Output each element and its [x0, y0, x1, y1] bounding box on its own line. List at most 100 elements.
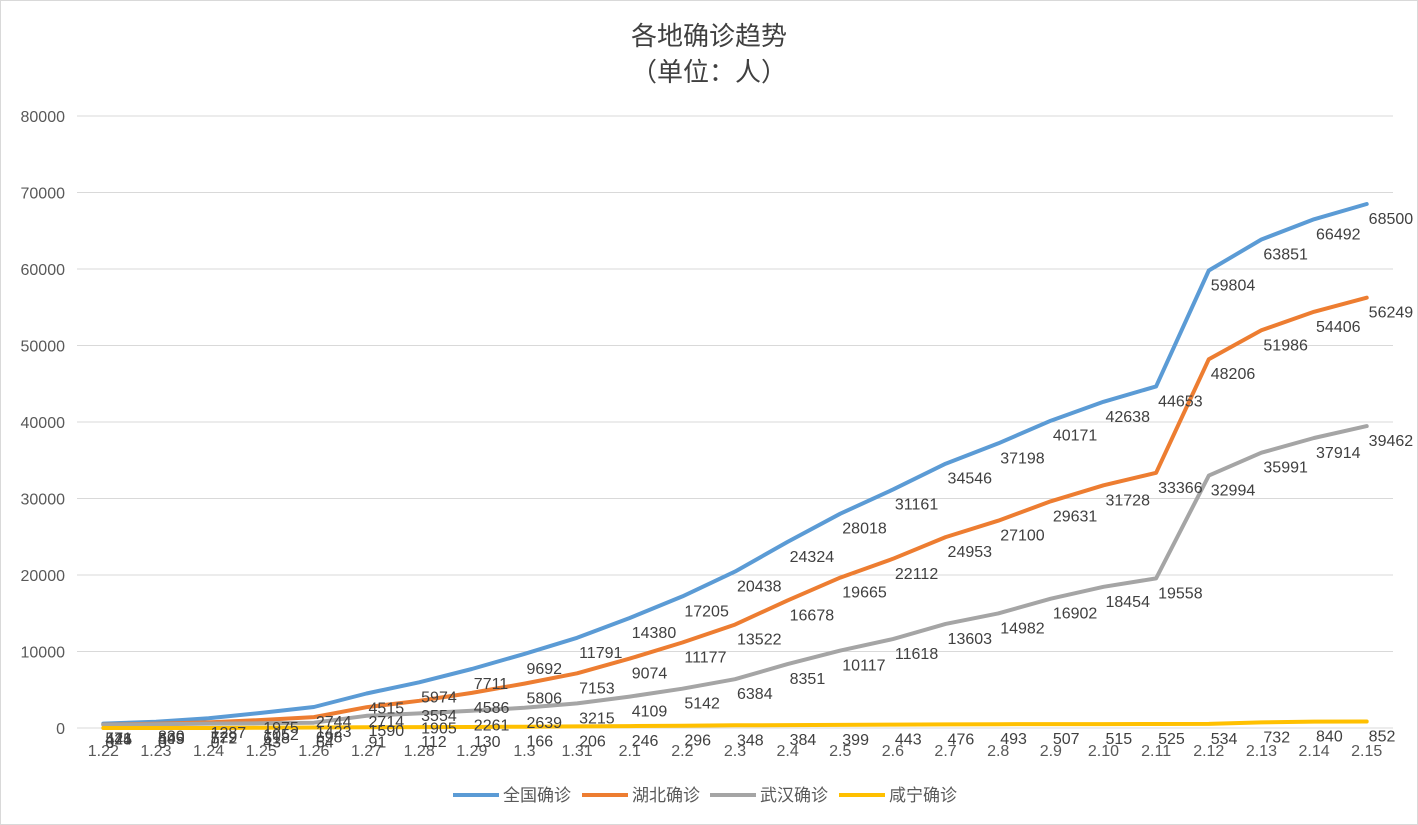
- x-tick-label: 2.8: [987, 743, 1009, 760]
- y-tick-label: 80000: [21, 109, 66, 126]
- data-label: 6384: [737, 686, 773, 703]
- x-tick-label: 2.2: [671, 743, 693, 760]
- data-label: 19558: [1158, 585, 1203, 602]
- x-tick-label: 2.14: [1298, 743, 1329, 760]
- data-label: 476: [948, 731, 975, 748]
- data-label: 9692: [526, 661, 562, 678]
- data-label: 7153: [579, 680, 615, 697]
- data-label: 5806: [526, 691, 562, 708]
- data-label: 29631: [1053, 508, 1098, 525]
- x-tick-label: 2.7: [934, 743, 956, 760]
- x-tick-label: 1.28: [404, 743, 435, 760]
- data-label: 572: [211, 731, 238, 748]
- data-label: 0: [158, 735, 167, 752]
- x-tick-label: 2.6: [882, 743, 904, 760]
- data-label: 31161: [895, 497, 938, 514]
- data-label: 14982: [1000, 620, 1045, 637]
- y-tick-label: 20000: [21, 568, 66, 585]
- data-label: 54406: [1316, 319, 1361, 336]
- data-label: 348: [737, 732, 764, 749]
- data-label: 2261: [474, 718, 510, 735]
- x-tick-label: 2.3: [724, 743, 746, 760]
- data-label: 16902: [1053, 606, 1098, 623]
- data-label: 495: [158, 731, 185, 748]
- y-tick-label: 30000: [21, 492, 66, 509]
- data-label: 37198: [1000, 450, 1045, 467]
- data-label: 5974: [421, 689, 457, 706]
- data-label: 840: [1316, 729, 1343, 746]
- x-tick-label: 1.26: [298, 743, 329, 760]
- x-axis-ticks: 1.22 1.23 1.24 1.25 1.26 1.27 1.28 1.29 1.3 1.31 2…: [88, 743, 1383, 760]
- data-label: 4586: [474, 700, 510, 717]
- x-tick-label: 1.22: [88, 743, 119, 760]
- chart-subtitle: （单位：人）: [631, 58, 787, 88]
- series-line-1: [101, 295, 1369, 727]
- y-tick-label: 70000: [21, 186, 66, 203]
- data-label: 852: [1369, 728, 1396, 745]
- data-label: 1975: [263, 720, 299, 737]
- x-tick-label: 2.4: [777, 743, 799, 760]
- gridlines: [77, 115, 1393, 729]
- data-label: 32994: [1211, 483, 1256, 500]
- data-label: 206: [579, 733, 606, 750]
- data-label: 17205: [684, 603, 729, 620]
- x-tick-label: 1.27: [351, 743, 382, 760]
- data-label: 0: [105, 735, 114, 752]
- data-label: 4515: [369, 700, 405, 717]
- data-label: 19665: [842, 585, 887, 602]
- x-tick-label: 1.29: [456, 743, 487, 760]
- data-label: 507: [1053, 731, 1080, 748]
- data-label: 1590: [369, 723, 405, 740]
- data-label: 618: [263, 730, 290, 747]
- y-tick-label: 40000: [21, 415, 66, 432]
- data-label: 399: [842, 732, 869, 749]
- data-label: 37914: [1316, 445, 1361, 462]
- data-label: 112: [421, 734, 447, 751]
- data-label: 11618: [895, 646, 938, 663]
- data-label: 56249: [1369, 305, 1414, 322]
- data-label: 444: [105, 732, 132, 749]
- x-tick-label: 1.23: [140, 743, 171, 760]
- legend: 全国确诊 湖北确诊 武汉确诊 咸宁确诊: [453, 786, 957, 806]
- data-label: 14380: [632, 625, 677, 642]
- data-label: 534: [1211, 731, 1238, 748]
- data-label: 515: [1105, 731, 1132, 748]
- y-tick-label: 50000: [21, 339, 66, 356]
- series-line-2: [101, 424, 1369, 727]
- data-label: 8351: [790, 671, 826, 688]
- x-tick-label: 2.10: [1088, 743, 1119, 760]
- data-label: 246: [632, 733, 659, 750]
- data-label: 425: [105, 732, 132, 749]
- data-label: 571: [105, 731, 132, 748]
- data-label: 44653: [1158, 393, 1203, 410]
- x-tick-label: 2.1: [619, 743, 641, 760]
- data-label: 68500: [1369, 211, 1414, 228]
- data-label: 64: [316, 735, 334, 752]
- data-label: 35991: [1263, 460, 1308, 477]
- data-label: 3554: [421, 708, 457, 725]
- data-label: 1287: [211, 725, 247, 742]
- data-label: 43: [263, 735, 281, 752]
- data-label: 2714: [369, 714, 405, 731]
- series-line-3: [101, 719, 1369, 730]
- data-label: 7711: [474, 676, 509, 693]
- data-label: 384: [790, 732, 817, 749]
- data-label: 5142: [684, 696, 720, 713]
- x-tick-label: 2.15: [1351, 743, 1382, 760]
- data-label: 4109: [632, 704, 668, 721]
- x-tick-label: 1.25: [246, 743, 277, 760]
- y-tick-label: 10000: [21, 645, 66, 662]
- data-label: 51986: [1263, 337, 1308, 354]
- data-label: 20438: [737, 579, 782, 596]
- data-label: 22112: [895, 566, 938, 583]
- data-label: 10117: [842, 658, 885, 675]
- legend-label: 湖北确诊: [632, 786, 700, 806]
- legend-label: 咸宁确诊: [889, 786, 957, 806]
- data-label: 729: [211, 729, 238, 746]
- data-labels: 571 830 1287 1975 2744 4515 5974 7711 9692 11791 1…: [105, 211, 1413, 752]
- legend-label: 全国确诊: [503, 786, 571, 806]
- data-label: 2744: [316, 714, 352, 731]
- x-tick-label: 2.5: [829, 743, 851, 760]
